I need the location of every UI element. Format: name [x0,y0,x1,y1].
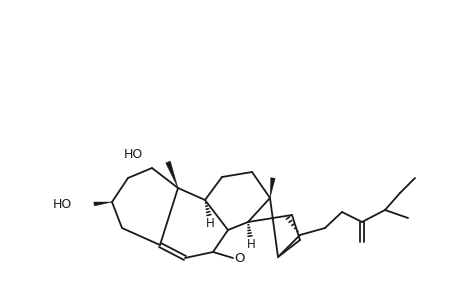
Text: H: H [246,238,255,251]
Polygon shape [165,161,178,188]
Polygon shape [94,202,112,206]
Text: HO: HO [123,148,143,160]
Text: HO: HO [53,197,72,211]
Text: H: H [205,218,214,230]
Text: O: O [234,253,245,266]
Polygon shape [269,178,274,198]
